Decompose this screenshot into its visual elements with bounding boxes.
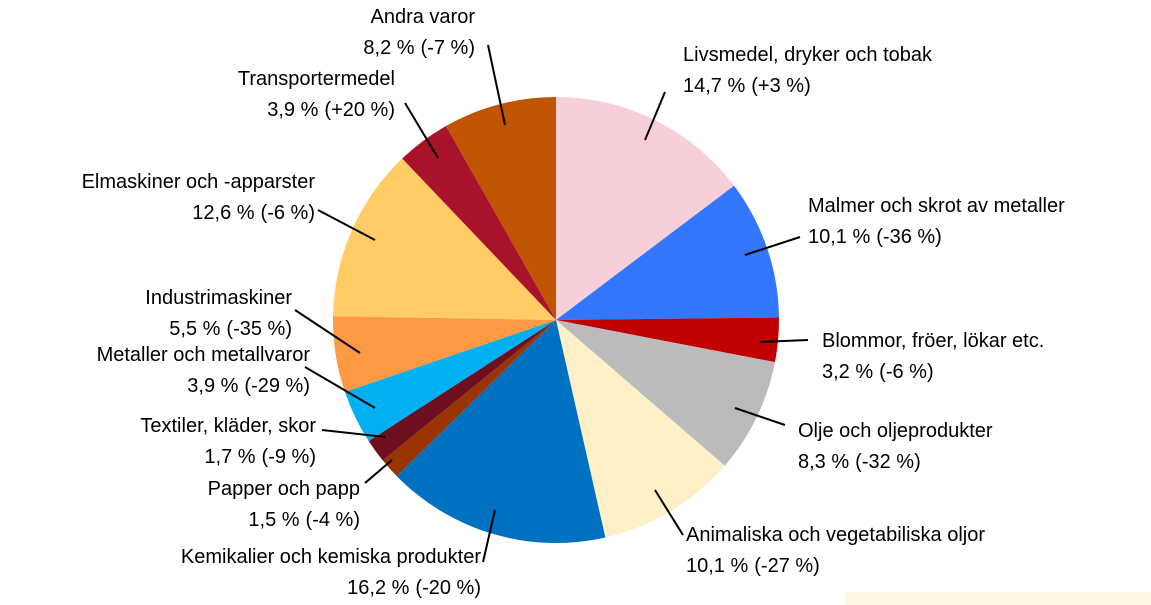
pie-slice — [556, 317, 779, 363]
slice-label: Olje och oljeprodukter 8,3 % (-32 %) — [798, 420, 993, 473]
pie-slice — [556, 320, 775, 466]
change-label: (-27 %) — [754, 555, 820, 577]
leader-line — [321, 429, 386, 438]
value-label: 1,7 % — [204, 446, 255, 468]
category-name: Industrimaskiner — [145, 287, 292, 309]
value-label: 14,7 % — [683, 75, 745, 97]
slice-label: Animaliska och vegetabiliska oljor 10,1 %… — [686, 524, 985, 577]
category-name: Olje och oljeprodukter — [798, 420, 993, 442]
leader-line — [487, 44, 506, 126]
change-label: (+3 %) — [751, 75, 810, 97]
leader-line — [304, 366, 376, 409]
pie-slice — [333, 158, 556, 320]
category-name: Animaliska och vegetabiliska oljor — [686, 524, 985, 546]
leader-line — [744, 236, 801, 256]
value-label: 16,2 % — [347, 577, 409, 599]
value-label: 3,9 % — [267, 99, 318, 121]
category-name: Andra varor — [371, 6, 476, 28]
change-label: (-36 %) — [876, 226, 942, 248]
change-label: (-6 %) — [261, 202, 315, 224]
change-label: (+20 %) — [324, 99, 395, 121]
slice-label: Elmaskiner och -apparster 12,6 % (-6 %) — [82, 171, 316, 224]
pie-slice — [446, 97, 556, 320]
value-label: 10,1 % — [686, 555, 748, 577]
pie-slice — [402, 126, 556, 321]
category-name: Blommor, fröer, lökar etc. — [822, 330, 1044, 352]
category-name: Livsmedel, dryker och tobak — [683, 44, 933, 66]
category-name: Kemikalier och kemiska produkter — [181, 546, 481, 568]
slice-label: Livsmedel, dryker och tobak 14,7 % (+3 %) — [683, 44, 933, 97]
leader-line — [644, 91, 666, 141]
change-label: (-20 %) — [415, 577, 481, 599]
slice-label: Blommor, fröer, lökar etc. 3,2 % (-6 %) — [822, 330, 1044, 383]
leader-line — [482, 509, 496, 563]
slice-label: Metaller och metallvaror 3,9 % (-29 %) — [97, 344, 311, 397]
change-label: (-29 %) — [244, 375, 310, 397]
change-label: (-6 %) — [879, 361, 933, 383]
change-label: (-9 %) — [262, 446, 316, 468]
pie-slice — [556, 97, 735, 320]
value-label: 5,5 % — [169, 318, 220, 340]
category-name: Metaller och metallvaror — [97, 344, 311, 366]
leader-line — [317, 209, 376, 241]
pie-slice — [368, 320, 556, 461]
slice-label: Kemikalier och kemiska produkter 16,2 % (-… — [181, 546, 481, 599]
slice-label: Industrimaskiner 5,5 % (-35 %) — [145, 287, 292, 340]
leader-line — [404, 102, 439, 159]
leader-line — [759, 339, 809, 343]
change-label: (-35 %) — [226, 318, 292, 340]
value-label: 3,2 % — [822, 361, 873, 383]
pie-slice — [556, 320, 725, 538]
category-name: Malmer och skrot av metaller — [808, 195, 1065, 217]
pie-slice — [382, 320, 556, 477]
leader-line — [364, 459, 393, 484]
leader-line — [294, 309, 361, 354]
slice-label: Andra varor 8,2 % (-7 %) — [363, 6, 475, 59]
leader-line — [654, 489, 684, 536]
slice-label: Textiler, kläder, skor 1,7 % (-9 %) — [140, 415, 316, 468]
pie-slice — [333, 316, 556, 392]
slice-label: Malmer och skrot av metaller 10,1 % (-36 %… — [808, 195, 1065, 248]
pie-slice — [556, 185, 779, 320]
leader-line — [734, 407, 786, 426]
value-label: 12,6 % — [192, 202, 254, 224]
change-label: (-32 %) — [855, 451, 921, 473]
value-label: 8,3 % — [798, 451, 849, 473]
pie-slice — [344, 320, 556, 442]
category-name: Elmaskiner och -apparster — [82, 171, 316, 193]
footer-strip — [845, 592, 1151, 605]
pie-slice — [396, 320, 606, 544]
value-label: 8,2 % — [363, 37, 414, 59]
slice-label: Papper och papp 1,5 % (-4 %) — [208, 478, 360, 531]
category-name: Textiler, kläder, skor — [140, 415, 316, 437]
change-label: (-7 %) — [421, 37, 475, 59]
change-label: (-4 %) — [306, 509, 360, 531]
category-name: Transportermedel — [238, 68, 395, 90]
value-label: 3,9 % — [187, 375, 238, 397]
value-label: 10,1 % — [808, 226, 870, 248]
category-name: Papper och papp — [208, 478, 360, 500]
slice-label: Transportermedel 3,9 % (+20 %) — [238, 68, 395, 121]
value-label: 1,5 % — [248, 509, 299, 531]
